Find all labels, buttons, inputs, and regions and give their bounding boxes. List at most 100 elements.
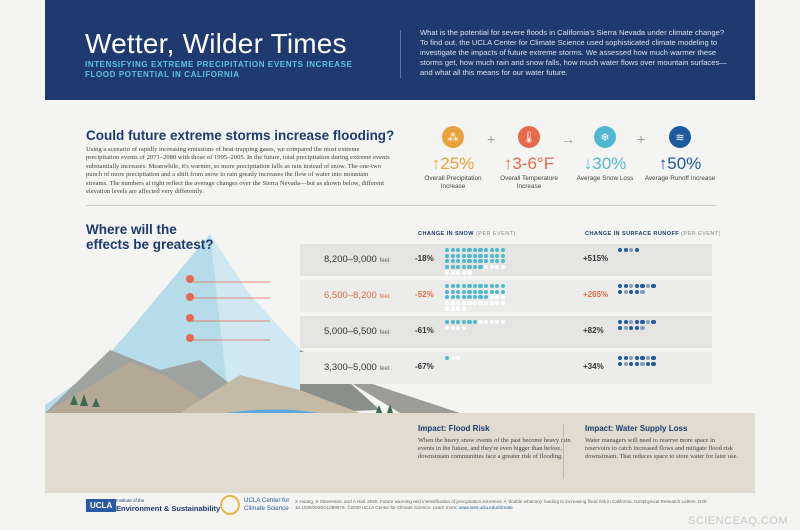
stat-label: Average Runoff Increase: [644, 175, 716, 182]
snow-dot: [456, 259, 461, 264]
runoff-dot: [618, 325, 623, 330]
snow-dot: [472, 289, 478, 294]
snow-change: -67%: [415, 362, 434, 371]
snow-lost-dot: [461, 270, 466, 275]
elevation-label: 6,500–8,200 feet: [324, 290, 390, 301]
ground-band: [45, 413, 755, 493]
snowflake-icon: ❄: [594, 126, 616, 148]
snow-dot: [500, 253, 505, 258]
snow-dot: [495, 253, 500, 258]
runoff-change: +82%: [583, 326, 604, 335]
runoff-dots: [618, 320, 656, 330]
runoff-dot: [640, 320, 645, 325]
runoff-dots: [618, 248, 656, 253]
stat-label: Overall Precipitation Increase: [424, 175, 482, 190]
snow-dot: [472, 264, 478, 269]
runoff-dot: [640, 356, 645, 361]
stat-value: ↑3-6°F: [503, 154, 555, 173]
snow-dot: [456, 320, 461, 325]
snow-dot: [461, 259, 466, 264]
runoff-dot: [623, 248, 628, 253]
snow-dot: [495, 289, 500, 294]
snow-dot: [472, 248, 478, 253]
runoff-dot: [618, 284, 623, 289]
snow-lost-dot: [495, 264, 500, 269]
runoff-dot: [640, 284, 645, 289]
snow-dots: [445, 284, 505, 311]
snow-lost-dot: [445, 306, 450, 311]
stat-label: Overall Temperature Increase: [500, 175, 558, 190]
runoff-dot: [629, 320, 634, 325]
snow-dot: [461, 289, 466, 294]
runoff-dot: [645, 320, 651, 325]
stat-label: Average Snow Loss: [576, 175, 634, 182]
snow-lost-dot: [495, 320, 500, 325]
snow-dot: [472, 259, 478, 264]
snow-dot: [478, 289, 483, 294]
stat-value: ↑50%: [658, 154, 702, 173]
snow-lost-dot: [489, 295, 494, 300]
impact-divider: [563, 424, 564, 479]
runoff-dot: [629, 325, 634, 330]
snow-dot: [467, 264, 472, 269]
citation: X Huang, S Stevenson, and A Hall. 2020. …: [295, 499, 708, 510]
snow-dot: [478, 264, 483, 269]
impact-water-supply: Impact: Water Supply Loss Water managers…: [585, 424, 740, 461]
watermark: SCIENCEAQ.COM: [687, 515, 788, 527]
runoff-dot: [640, 361, 645, 366]
snow-dot: [478, 259, 483, 264]
snow-dot: [456, 253, 461, 258]
snow-lost-dot: [484, 320, 489, 325]
snow-dot: [461, 248, 466, 253]
snow-dot: [450, 320, 455, 325]
snow-dot: [484, 253, 489, 258]
runoff-column-header: CHANGE IN SURFACE RUNOFF (PER EVENT): [585, 231, 721, 237]
snow-lost-dot: [456, 306, 461, 311]
runoff-dot: [618, 248, 623, 253]
runoff-dot: [634, 361, 639, 366]
thermometer-icon: 🌡: [518, 126, 540, 148]
snow-lost-dot: [495, 300, 500, 305]
snow-lost-dot: [450, 356, 455, 361]
snow-dot: [484, 284, 489, 289]
snow-dot: [461, 320, 466, 325]
runoff-dot: [634, 325, 639, 330]
arrow-right-icon: →: [561, 131, 575, 147]
snow-lost-dot: [450, 325, 455, 330]
question-body: Using a scenario of rapidly increasing e…: [86, 146, 390, 196]
snow-dots: [445, 356, 505, 361]
impact-body: When the heavy snow events of the past b…: [418, 437, 571, 460]
snow-lost-dot: [461, 306, 466, 311]
runoff-dot: [640, 289, 645, 294]
snow-lost-dot: [472, 300, 478, 305]
snow-lost-dot: [489, 300, 494, 305]
runoff-dot: [618, 356, 623, 361]
question-title: Could future extreme storms increase flo…: [86, 128, 395, 143]
learn-more-link[interactable]: www.ioes.ucla.edu/climate: [458, 505, 513, 510]
runoff-dot: [634, 320, 639, 325]
snow-dot: [445, 253, 450, 258]
snow-lost-dot: [489, 264, 494, 269]
snow-dot: [489, 253, 494, 258]
snow-dot: [484, 259, 489, 264]
snow-lost-dot: [456, 325, 461, 330]
stat-temperature: 🌡 ↑3-6°F Overall Temperature Increase: [489, 126, 569, 191]
ccs-logo-text: UCLA Center for Climate Science: [244, 497, 290, 512]
elevation-label: 8,200–9,000 feet: [324, 254, 390, 265]
snow-dot: [450, 259, 455, 264]
waves-icon: ≋: [669, 126, 691, 148]
elevation-row: 6,500–8,200 feet -52% +265%: [300, 280, 712, 312]
snow-column-header: CHANGE IN SNOW (PER EVENT): [418, 231, 516, 237]
runoff-dot: [629, 356, 634, 361]
snow-dot: [495, 248, 500, 253]
elevation-row: 8,200–9,000 feet -18% +515%: [300, 244, 712, 276]
snow-lost-dot: [467, 300, 472, 305]
snow-dot: [495, 259, 500, 264]
runoff-dot: [623, 320, 628, 325]
snow-dot: [461, 264, 466, 269]
section-divider: [86, 205, 716, 206]
snow-dot: [489, 259, 494, 264]
runoff-dot: [618, 289, 623, 294]
runoff-dot: [634, 248, 639, 253]
snow-lost-dot: [500, 264, 505, 269]
